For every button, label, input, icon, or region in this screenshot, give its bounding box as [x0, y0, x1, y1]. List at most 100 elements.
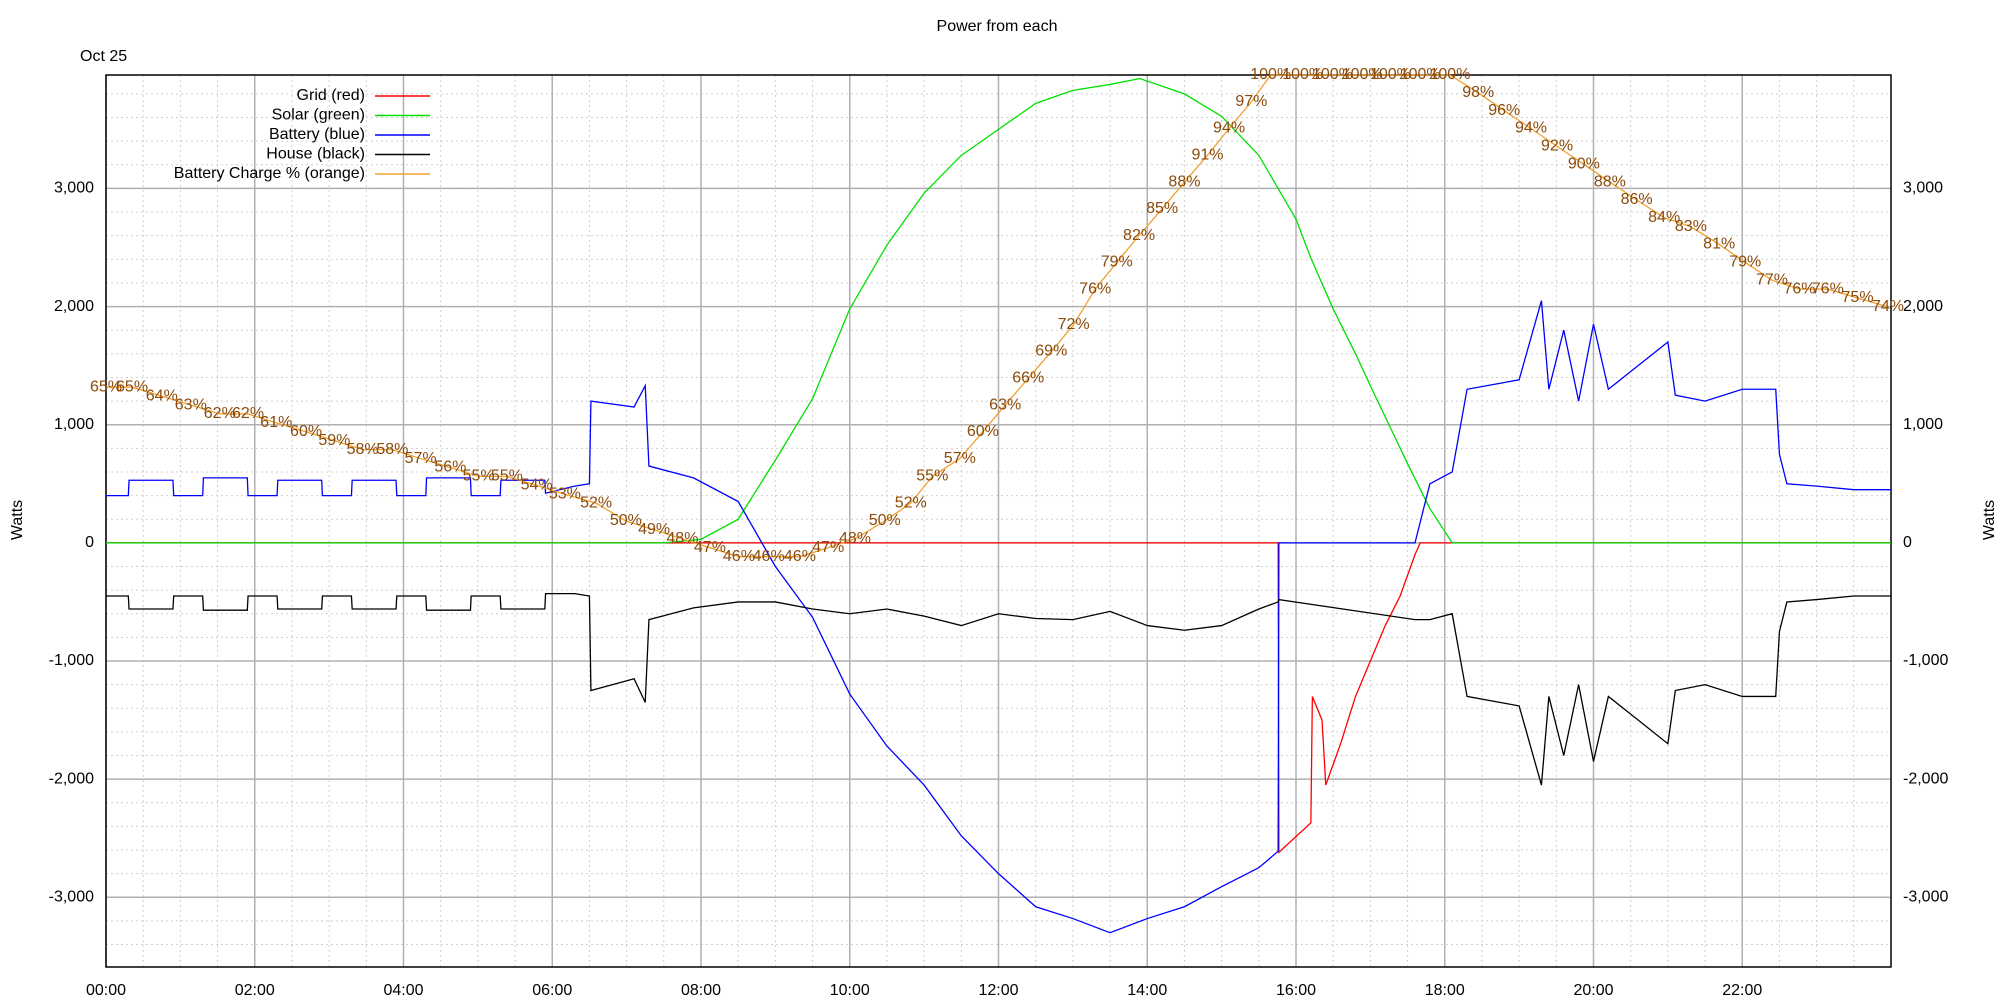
data-label: 46%	[753, 548, 785, 565]
data-label: 61%	[260, 414, 292, 431]
data-label: 46%	[723, 548, 755, 565]
data-label: 56%	[434, 459, 466, 476]
data-label: 74%	[1872, 298, 1904, 315]
data-label: 52%	[580, 494, 612, 511]
data-label: 100%	[1342, 66, 1383, 83]
x-tick-label: 08:00	[681, 982, 721, 999]
x-tick-label: 22:00	[1722, 982, 1762, 999]
data-label: 100%	[1370, 66, 1411, 83]
data-label: 91%	[1191, 146, 1223, 163]
data-label: 50%	[610, 512, 642, 529]
y2-tick-label: 2,000	[1903, 298, 1943, 315]
legend-label: Solar (green)	[272, 107, 365, 124]
data-label: 47%	[694, 539, 726, 556]
data-label: 52%	[895, 494, 927, 511]
data-label: 49%	[638, 521, 670, 538]
y2-axis-label: Watts	[1981, 500, 1998, 540]
data-label: 46%	[784, 548, 816, 565]
data-label: 65%	[90, 378, 122, 395]
data-label: 83%	[1675, 218, 1707, 235]
data-label: 76%	[1079, 280, 1111, 297]
data-label: 60%	[967, 423, 999, 440]
data-label: 55%	[916, 468, 948, 485]
data-label: 88%	[1594, 173, 1626, 190]
data-label: 100%	[1400, 66, 1441, 83]
data-label: 84%	[1648, 209, 1680, 226]
data-label: 58%	[376, 441, 408, 458]
data-label: 100%	[1250, 66, 1291, 83]
data-label: 53%	[549, 485, 581, 502]
data-label: 48%	[839, 530, 871, 547]
y-tick-label: -1,000	[49, 652, 94, 669]
data-label: 48%	[666, 530, 698, 547]
x-tick-label: 12:00	[978, 982, 1018, 999]
y2-tick-label: 1,000	[1903, 416, 1943, 433]
data-label: 58%	[347, 441, 379, 458]
data-label: 100%	[1282, 66, 1323, 83]
series-line	[106, 542, 1891, 854]
y-tick-label: -2,000	[49, 770, 94, 787]
data-label: 63%	[175, 396, 207, 413]
legend-label: Battery (blue)	[269, 126, 365, 143]
data-label: 57%	[405, 450, 437, 467]
data-label: 76%	[1784, 280, 1816, 297]
x-tick-label: 10:00	[830, 982, 870, 999]
data-label: 98%	[1462, 84, 1494, 101]
y-tick-label: 1,000	[54, 416, 94, 433]
y2-tick-label: -3,000	[1903, 889, 1948, 906]
data-label: 94%	[1213, 120, 1245, 137]
x-tick-label: 18:00	[1425, 982, 1465, 999]
legend-label: Grid (red)	[297, 87, 365, 104]
x-tick-label: 14:00	[1127, 982, 1167, 999]
series-line	[106, 74, 1889, 558]
y-tick-label: -3,000	[49, 889, 94, 906]
data-label: 76%	[1812, 280, 1844, 297]
data-label: 65%	[116, 378, 148, 395]
data-label: 100%	[1312, 66, 1353, 83]
data-label: 94%	[1515, 120, 1547, 137]
data-label: 55%	[463, 468, 495, 485]
x-tick-label: 06:00	[532, 982, 572, 999]
data-label: 59%	[318, 432, 350, 449]
y-tick-label: 0	[85, 534, 94, 551]
data-label: 57%	[944, 450, 976, 467]
date-label: Oct 25	[80, 48, 127, 65]
chart-title: Power from each	[937, 18, 1058, 35]
data-label: 79%	[1101, 254, 1133, 271]
data-label: 54%	[521, 477, 553, 494]
data-label: 100%	[1429, 66, 1470, 83]
data-label: 63%	[989, 396, 1021, 413]
data-label: 85%	[1146, 200, 1178, 217]
x-tick-label: 16:00	[1276, 982, 1316, 999]
y2-tick-label: -1,000	[1903, 652, 1948, 669]
data-label: 75%	[1842, 289, 1874, 306]
x-tick-label: 00:00	[86, 982, 126, 999]
data-label: 50%	[869, 512, 901, 529]
data-label: 55%	[491, 468, 523, 485]
x-tick-label: 02:00	[235, 982, 275, 999]
series-line	[106, 77, 1891, 544]
data-label: 62%	[204, 405, 236, 422]
data-label: 97%	[1235, 93, 1267, 110]
data-label: 62%	[232, 405, 264, 422]
data-label: 64%	[146, 387, 178, 404]
series-line	[106, 593, 1891, 786]
data-label: 60%	[290, 423, 322, 440]
data-label: 96%	[1488, 102, 1520, 119]
data-label: 82%	[1123, 227, 1155, 244]
data-label: 69%	[1035, 343, 1067, 360]
plot-frame	[105, 74, 1892, 968]
series-line	[106, 300, 1891, 934]
legend-label: House (black)	[266, 146, 365, 163]
y-axis-label: Watts	[9, 500, 26, 540]
data-label: 79%	[1729, 254, 1761, 271]
data-label: 47%	[812, 539, 844, 556]
data-label: 66%	[1012, 369, 1044, 386]
x-tick-label: 04:00	[383, 982, 423, 999]
data-label: 72%	[1058, 316, 1090, 333]
data-label: 92%	[1541, 138, 1573, 155]
y2-tick-label: 3,000	[1903, 180, 1943, 197]
data-label: 90%	[1568, 155, 1600, 172]
